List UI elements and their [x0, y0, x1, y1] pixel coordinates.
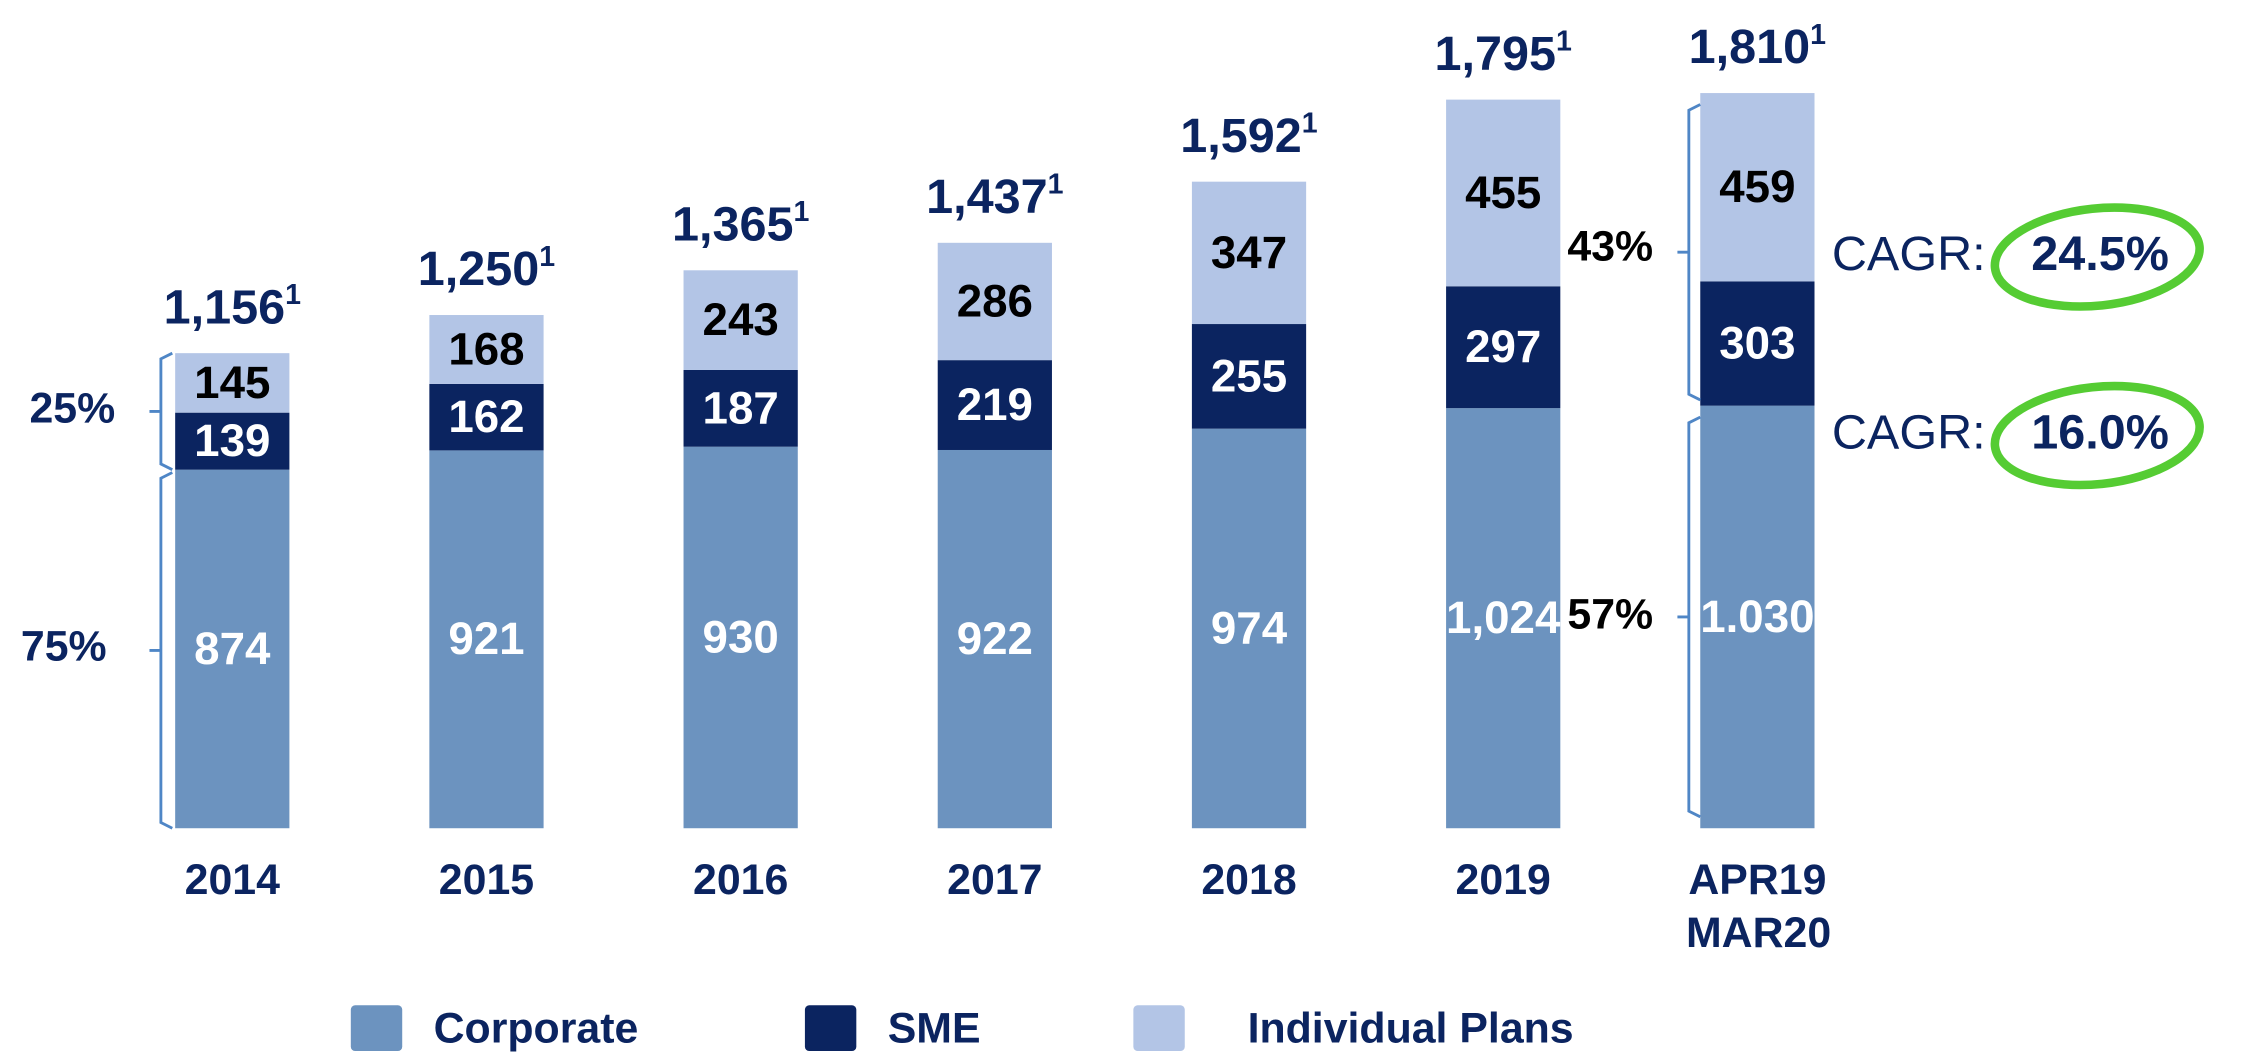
total-label: 1,5921 — [1180, 107, 1318, 163]
cagr-label: CAGR: — [1832, 227, 1986, 281]
x-tick-label: 2015 — [438, 856, 535, 904]
total-label: 1,7951 — [1435, 25, 1573, 81]
footnote-mark: 1 — [793, 196, 809, 228]
legend-swatch — [1133, 1005, 1185, 1052]
total-label: 1,4371 — [926, 168, 1063, 224]
x-tick-label: 2016 — [692, 856, 789, 904]
x-tick-label-box: 2018 — [1201, 856, 1297, 904]
value-label: 187 — [703, 382, 779, 433]
bar-segment — [429, 383, 544, 451]
bracket — [1677, 415, 1701, 819]
value-label: 145 — [194, 357, 270, 408]
bar-segment — [1191, 324, 1307, 429]
share-annotation: 57% — [1567, 590, 1653, 638]
footnote-mark: 1 — [1810, 18, 1826, 50]
value-label: 286 — [957, 275, 1033, 326]
x-tick-label-box: 2017 — [947, 856, 1043, 904]
cagr-ellipses — [1990, 203, 2204, 490]
x-tick-label: 2017 — [947, 856, 1043, 904]
total-label: 1,8101 — [1689, 18, 1826, 74]
value-label: 255 — [1211, 350, 1287, 401]
bar-segment — [429, 315, 544, 384]
bracket — [149, 351, 173, 471]
x-tick-label: 2019 — [1455, 856, 1551, 904]
x-tick-label: APR19 MAR20 — [1685, 856, 1832, 957]
bar-segment — [937, 242, 1052, 361]
value-label: 922 — [957, 613, 1033, 664]
legend-swatch — [804, 1005, 857, 1052]
value-label: 1.030 — [1700, 591, 1814, 642]
x-tick-label-box: 2015 — [438, 856, 535, 904]
x-tick-label-box: APR19 MAR20 — [1685, 856, 1832, 957]
value-label: 303 — [1719, 317, 1795, 368]
value-label: 162 — [448, 391, 524, 442]
value-label: 974 — [1211, 602, 1288, 653]
value-label: 347 — [1211, 227, 1287, 278]
value-label: 455 — [1465, 167, 1541, 218]
footnote-mark: 1 — [1556, 25, 1572, 57]
x-tick-label-box: 2014 — [184, 856, 280, 904]
legend-swatch — [350, 1005, 403, 1052]
bar-segment — [1700, 281, 1815, 406]
bar-segment — [1446, 408, 1561, 829]
bar-segment — [175, 353, 290, 413]
legend-label: Individual Plans — [1248, 1004, 1574, 1052]
total-value: 1,810 — [1689, 20, 1811, 74]
footnote-mark: 1 — [1048, 168, 1064, 200]
value-label: 459 — [1719, 161, 1795, 212]
share-annotation: 75% — [21, 622, 107, 670]
bar-segment — [937, 449, 1052, 829]
value-label: 921 — [448, 613, 524, 664]
footnote-mark: 1 — [285, 279, 301, 311]
bar-segment — [1446, 286, 1561, 409]
total-value: 1,250 — [418, 242, 540, 296]
bar-segment — [937, 360, 1052, 450]
value-label: 297 — [1465, 321, 1541, 372]
total-value: 1,795 — [1435, 27, 1557, 81]
total-value: 1,156 — [164, 280, 286, 334]
value-label: 1,024 — [1446, 592, 1561, 643]
bar-segment — [683, 270, 798, 370]
share-annotation: 43% — [1567, 223, 1653, 271]
value-label: 219 — [957, 379, 1033, 430]
total-value: 1,365 — [672, 197, 794, 251]
cagr-value: 24.5% — [2031, 227, 2169, 281]
footnote-mark: 1 — [1302, 107, 1318, 139]
value-label: 139 — [194, 415, 270, 466]
value-label: 243 — [703, 294, 779, 345]
legend-label: Corporate — [434, 1004, 639, 1052]
bracket — [149, 471, 173, 830]
share-annotation: 25% — [29, 385, 115, 433]
bar-segment — [175, 412, 290, 470]
cagr-value: 16.0% — [2031, 405, 2169, 459]
x-tick-label-box: 2019 — [1455, 856, 1551, 904]
total-value: 1,592 — [1180, 109, 1302, 163]
legend-label: SME — [888, 1004, 981, 1052]
x-tick-label-box: 2016 — [692, 856, 789, 904]
bar-segment — [683, 369, 798, 447]
x-tick-label: 2014 — [184, 856, 280, 904]
value-label: 168 — [448, 323, 524, 374]
bar-segment — [1446, 99, 1561, 287]
bracket — [1677, 103, 1701, 402]
bar-segment — [1191, 428, 1307, 829]
total-label: 1,3651 — [672, 196, 810, 252]
bar-segment — [683, 446, 798, 829]
value-label: 874 — [194, 623, 271, 674]
x-tick-label: 2018 — [1201, 856, 1297, 904]
bar-segment — [1700, 405, 1815, 829]
footnote-mark: 1 — [539, 240, 555, 272]
bar-segment — [175, 469, 290, 829]
total-label: 1,1561 — [164, 279, 302, 335]
bar-segment — [1191, 181, 1307, 325]
cagr-label: CAGR: — [1832, 405, 1986, 459]
value-label: 930 — [703, 611, 779, 662]
bar-segment — [1700, 93, 1815, 282]
total-value: 1,437 — [926, 170, 1047, 224]
bar-segment — [429, 450, 544, 829]
total-label: 1,2501 — [418, 240, 556, 296]
